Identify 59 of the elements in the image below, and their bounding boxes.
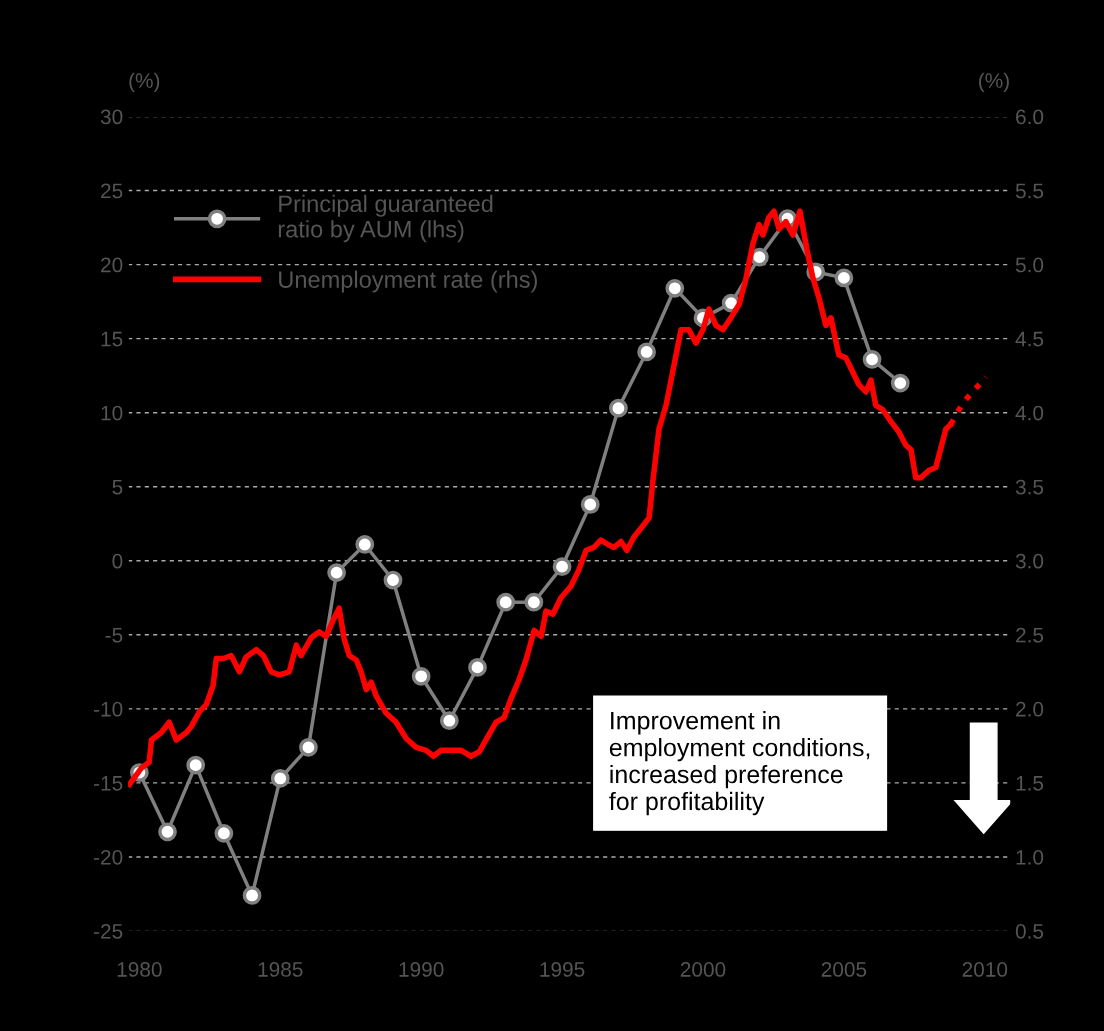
y2-tick-label: 4.5 <box>1015 331 1044 347</box>
legend-label: Unemployment rate (rhs) <box>279 270 537 293</box>
y-tick-label: -10 <box>94 701 123 717</box>
annotation: Improvement in employment conditions, increased preference for profitability <box>609 711 870 816</box>
y2-tick-label: 3.0 <box>1015 553 1044 569</box>
x-tick-label: 1990 <box>399 962 444 977</box>
x-tick-label: 2005 <box>821 962 867 977</box>
y-tick-label: -25 <box>94 923 123 939</box>
point <box>327 563 346 582</box>
y2-tick-label: 5.0 <box>1015 257 1044 273</box>
point <box>355 535 375 554</box>
x-tick-label: 1980 <box>117 962 162 977</box>
x-tick-label: 2000 <box>680 962 726 977</box>
x-tick-label: 2010 <box>962 962 1008 977</box>
point <box>524 592 544 612</box>
y2-tick-label: 2.0 <box>1016 701 1044 717</box>
y-tick-label: 15 <box>101 331 123 347</box>
y-tick-label: -15 <box>94 776 123 791</box>
x-tick-label: 1985 <box>258 962 303 977</box>
y-tick-label: 20 <box>101 257 123 273</box>
y2-tick-label: 0.5 <box>1015 923 1044 939</box>
y2-tick-label: 2.5 <box>1016 627 1044 643</box>
y2-tick-label: 5.5 <box>1015 183 1044 199</box>
y-tick-label: 0 <box>112 553 123 569</box>
point <box>665 278 685 298</box>
point <box>411 666 431 686</box>
point <box>270 769 290 788</box>
point <box>186 755 206 775</box>
y2-tick-label: 1.0 <box>1016 849 1044 865</box>
point <box>862 349 882 369</box>
point <box>609 398 628 418</box>
point <box>158 822 177 842</box>
point <box>242 886 262 905</box>
y-tick-label: -20 <box>94 849 123 865</box>
y-tick-label: -5 <box>105 628 123 643</box>
y-axis-title: (%) <box>129 72 160 93</box>
point <box>214 823 234 843</box>
y2-tick-label: 1.5 <box>1016 776 1044 791</box>
y2-tick-label: 6.0 <box>1016 109 1044 125</box>
point <box>890 373 910 393</box>
point <box>439 711 459 731</box>
y2-axis-title: (%) <box>979 72 1009 93</box>
point <box>299 737 318 757</box>
point <box>580 495 600 514</box>
y-tick-label: 30 <box>100 109 123 125</box>
point <box>637 342 656 362</box>
point <box>496 592 516 612</box>
y-tick-label: 5 <box>112 479 123 495</box>
point <box>749 247 769 267</box>
y-tick-label: 10 <box>101 405 123 421</box>
point <box>383 570 403 590</box>
legend-label: Principal guaranteed ratio by AUM (lhs) <box>278 194 493 243</box>
y2-tick-label: 3.5 <box>1015 479 1044 495</box>
point <box>834 268 854 288</box>
x-tick-label: 1995 <box>540 962 585 977</box>
point <box>468 658 487 677</box>
y2-tick-label: 4.0 <box>1015 405 1044 421</box>
y-tick-label: 25 <box>101 183 123 199</box>
point <box>552 557 572 577</box>
